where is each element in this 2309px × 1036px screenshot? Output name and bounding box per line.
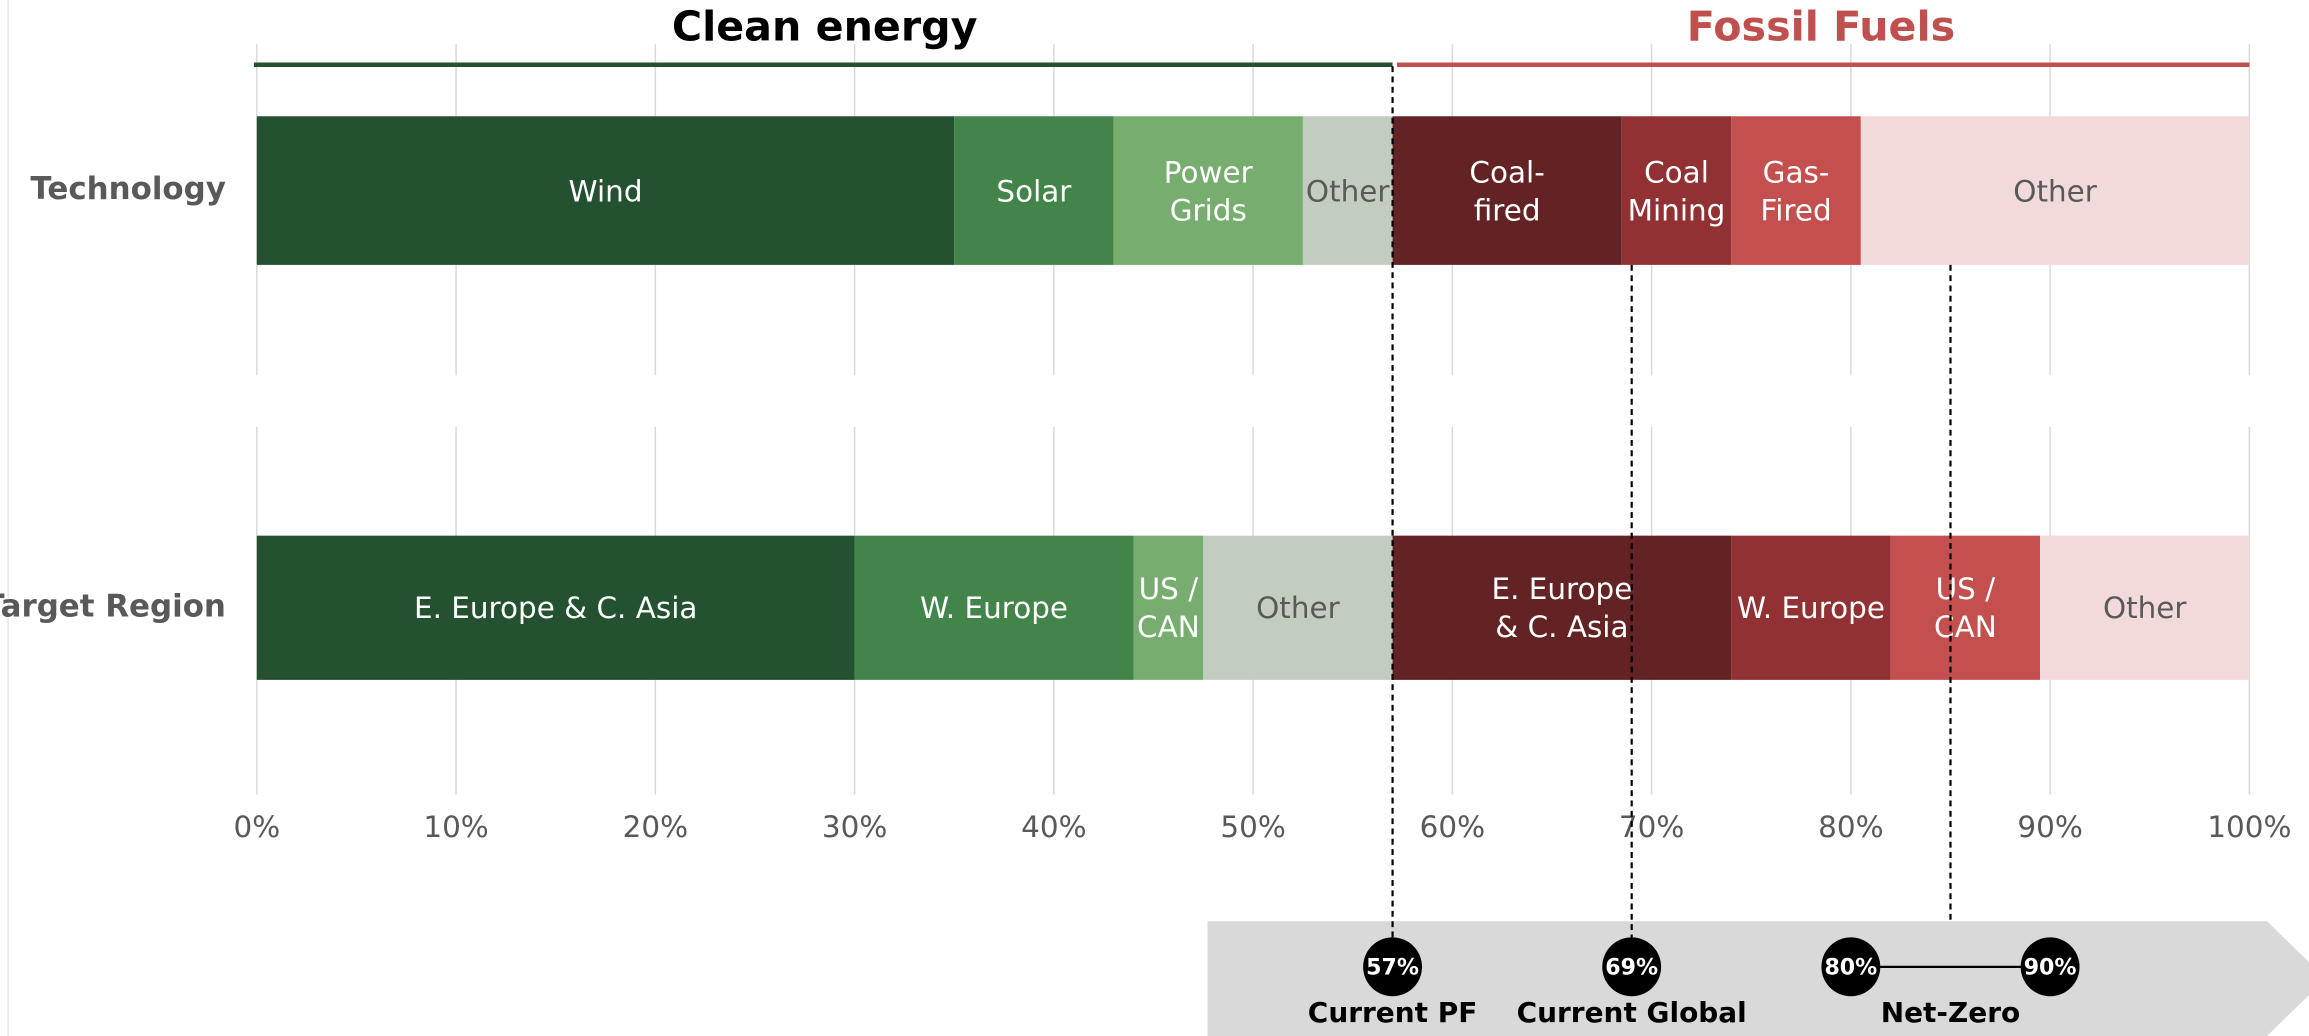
segment-label: Other [1305, 172, 1390, 209]
bar-segment [1203, 535, 1393, 680]
segment-label: E. Europe & C. Asia [413, 590, 698, 626]
bar-segment [1731, 535, 1891, 680]
bar-segment [1731, 116, 1861, 265]
segment-label: Coal Mining [1627, 153, 1726, 228]
bar-segment [1392, 535, 1732, 680]
segment-label-box: Coal Mining [1627, 153, 1726, 228]
group-title: Fossil Fuels [1687, 2, 1955, 50]
x-tick-label: 20% [623, 810, 688, 844]
bar-segment [1113, 116, 1303, 265]
segment-label-box: E. Europe & C. Asia [1491, 570, 1633, 645]
x-tick-label: 30% [822, 810, 887, 844]
bar-segment [954, 116, 1114, 265]
x-tick-label: 70% [1619, 810, 1684, 844]
segment-label-box: Other [2013, 172, 2097, 209]
marker-name: Net-Zero [1881, 996, 2021, 1029]
marker-value-label: 90% [2024, 955, 2077, 980]
segment-label-box: Gas- Fired [1760, 153, 1832, 228]
marker-dot [1821, 937, 1881, 997]
segment-label: Coal- fired [1469, 153, 1545, 228]
x-tick-label: 50% [1220, 810, 1285, 844]
marker-dot [1602, 937, 1662, 997]
segment-label: Gas- Fired [1760, 153, 1832, 228]
bar-segment [256, 116, 955, 265]
x-tick-label: 0% [233, 810, 280, 844]
segment-label-box: E. Europe & C. Asia [413, 590, 698, 626]
segment-label: Solar [996, 172, 1072, 209]
segment-label: W. Europe [1737, 590, 1885, 626]
marker-dot [1363, 937, 1423, 997]
segment-label-box: Other [1256, 590, 1340, 626]
segment-label-box: Power Grids [1163, 153, 1253, 228]
segment-label-box: US / CAN [1934, 570, 1997, 645]
bar-segment [1860, 116, 2250, 265]
segment-label: Other [1256, 590, 1340, 626]
category-label: Technology [30, 171, 226, 207]
bar-segment [256, 535, 855, 680]
marker-value-label: 57% [1366, 955, 1419, 980]
segment-label: US / CAN [1137, 570, 1200, 645]
segment-label-box: Solar [996, 172, 1072, 209]
bar-segment [1392, 116, 1622, 265]
bar-segment [1621, 116, 1732, 265]
group-title: Clean energy [672, 2, 978, 50]
x-tick-label: 100% [2207, 810, 2291, 844]
bar-segment [1302, 116, 1393, 265]
marker-value-label: 80% [1824, 955, 1877, 980]
x-tick-label: 90% [2017, 810, 2082, 844]
marker-name: Current Global [1517, 996, 1747, 1029]
bar-segment [1890, 535, 2041, 680]
x-tick-label: 60% [1420, 810, 1485, 844]
segment-label-box: Coal- fired [1469, 153, 1545, 228]
bar-segment [2040, 535, 2250, 680]
x-tick-label: 10% [423, 810, 488, 844]
segment-label-box: US / CAN [1137, 570, 1200, 645]
x-tick-label: 80% [1818, 810, 1883, 844]
segment-label: E. Europe & C. Asia [1491, 570, 1633, 645]
segment-label: W. Europe [920, 590, 1068, 626]
category-label: Target Region [0, 588, 226, 624]
segment-label-box: Other [1305, 172, 1390, 209]
segment-label-box: W. Europe [920, 590, 1068, 626]
segment-label-box: W. Europe [1737, 590, 1885, 626]
bar-segment [1133, 535, 1204, 680]
marker-dot [2020, 937, 2080, 997]
marker-name: Current PF [1308, 996, 1478, 1029]
bar-segment [854, 535, 1134, 680]
segment-label: Other [2102, 590, 2187, 626]
segment-label: Power Grids [1163, 153, 1253, 228]
segment-label: US / CAN [1934, 570, 1997, 645]
x-tick-label: 40% [1021, 810, 1086, 844]
segment-label: Wind [568, 172, 643, 209]
segment-label-box: Wind [568, 172, 643, 209]
segment-label: Other [2013, 172, 2097, 209]
marker-value-label: 69% [1605, 955, 1658, 980]
segment-label-box: Other [2102, 590, 2187, 626]
